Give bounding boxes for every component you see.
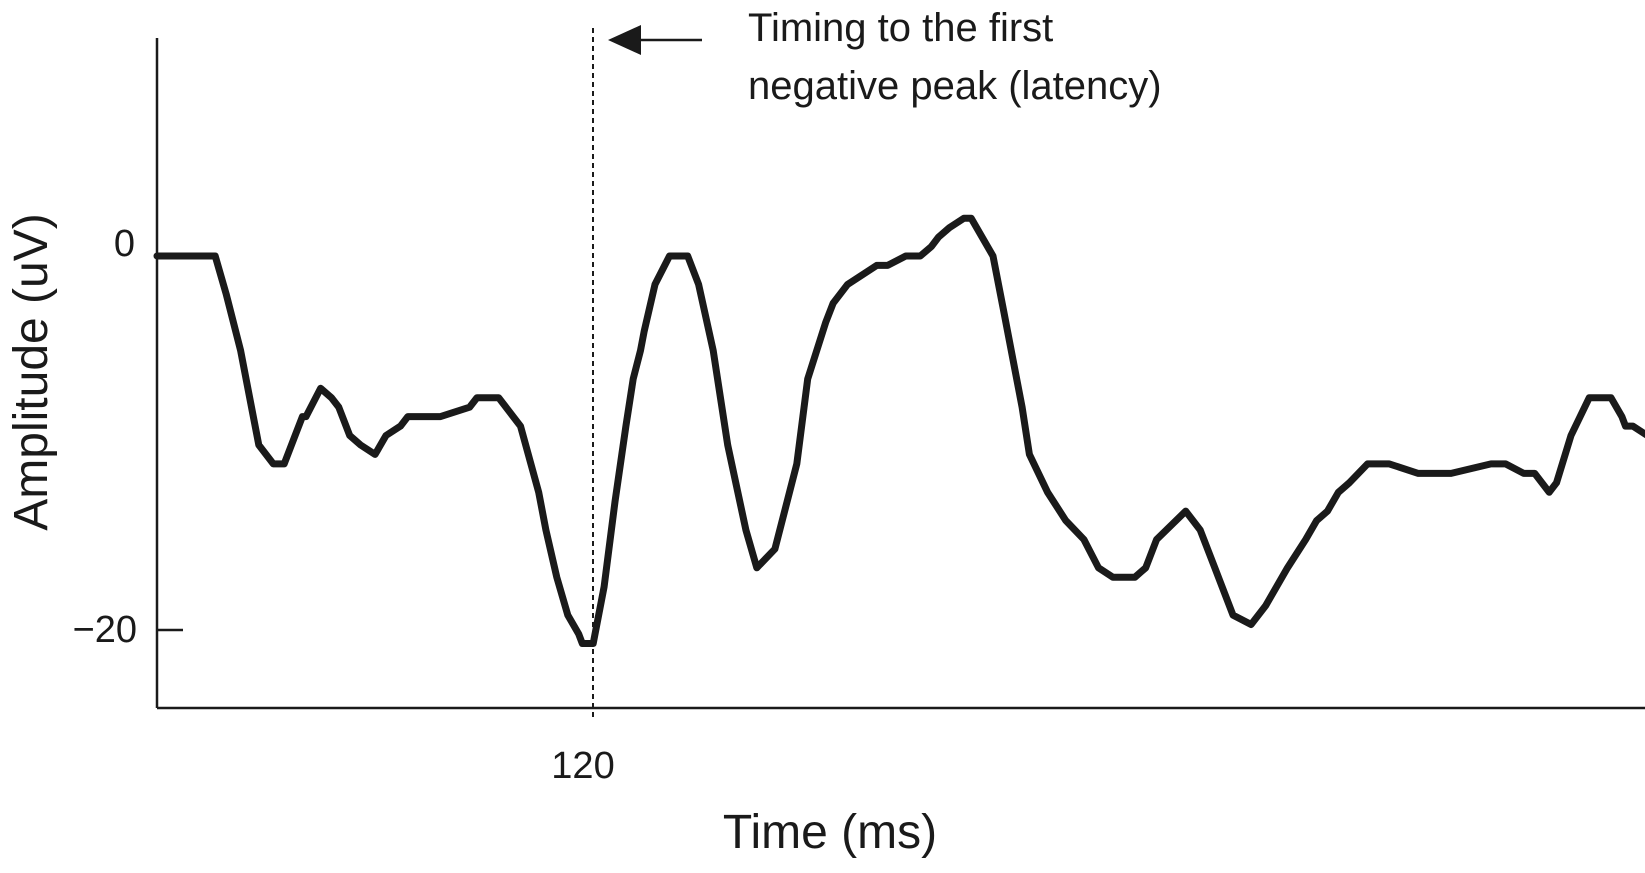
latency-arrow-head bbox=[608, 25, 641, 55]
y-tick-label-0: 0 bbox=[114, 223, 135, 265]
y-axis-title: Amplitude (uV) bbox=[5, 213, 58, 530]
x-tick-label-120: 120 bbox=[551, 745, 614, 787]
y-tick-label-minus20: −20 bbox=[73, 609, 137, 651]
amplitude-trace-line bbox=[153, 214, 1645, 647]
latency-annotation-line-2: negative peak (latency) bbox=[748, 64, 1162, 108]
x-axis-title: Time (ms) bbox=[723, 806, 937, 859]
latency-annotation-line-1: Timing to the first bbox=[748, 6, 1053, 50]
